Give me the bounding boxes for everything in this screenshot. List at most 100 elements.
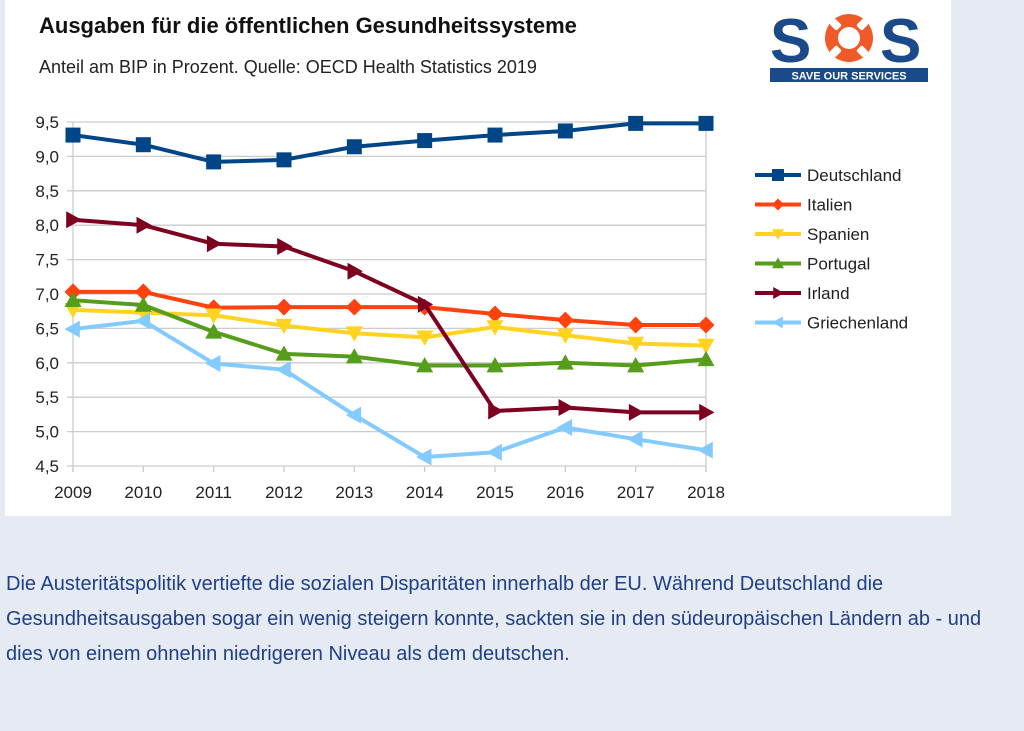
series-portugal	[64, 291, 715, 373]
data-point	[275, 318, 293, 335]
data-point	[345, 298, 363, 316]
legend-item-irland[interactable]: Irland	[755, 284, 850, 303]
data-point	[699, 403, 715, 421]
data-point	[416, 330, 434, 346]
series-deutschland	[65, 115, 714, 170]
y-tick-label: 5,0	[35, 423, 59, 442]
data-point	[627, 357, 645, 373]
series-line	[72, 318, 707, 460]
line-chart: 9,59,08,58,07,57,06,56,05,55,04,5 2009 20…	[35, 113, 908, 502]
legend-label: Portugal	[807, 255, 870, 274]
data-point	[275, 361, 291, 379]
y-tick-label: 9,5	[35, 113, 59, 132]
y-tick-label: 8,0	[35, 216, 59, 235]
data-point	[64, 320, 80, 338]
data-point	[276, 152, 292, 168]
data-point	[206, 235, 223, 253]
data-point	[347, 262, 363, 280]
data-point	[772, 257, 784, 269]
x-tick-label: 2017	[617, 483, 655, 502]
y-tick-label: 7,0	[35, 285, 59, 304]
data-point	[556, 354, 574, 370]
data-point	[134, 283, 152, 301]
legend-item-portugal[interactable]: Portugal	[755, 255, 870, 274]
data-point	[488, 402, 504, 420]
data-point	[697, 316, 715, 334]
y-tick-label: 6,0	[35, 354, 59, 373]
data-point	[205, 308, 223, 324]
series-irland	[66, 211, 715, 421]
series-italien	[64, 283, 715, 334]
sos-logo[interactable]: S S SAVE OUR SERVICES	[770, 8, 928, 84]
data-point	[628, 115, 644, 131]
chart-card	[5, 0, 951, 516]
legend-label: Griechenland	[807, 314, 908, 333]
data-point	[65, 127, 81, 143]
data-point	[134, 312, 151, 330]
data-point	[346, 139, 362, 155]
data-point	[627, 316, 645, 334]
data-point	[773, 287, 784, 299]
y-tick-label: 7,5	[35, 251, 59, 270]
data-point	[345, 326, 363, 342]
x-axis-ticks: 2009 2010 2011 2012 2013 2014 2015 2016 2017 2018	[54, 483, 725, 502]
data-point	[486, 320, 504, 336]
data-point	[697, 441, 713, 459]
data-point	[628, 403, 645, 421]
x-tick-label: 2011	[195, 483, 232, 502]
x-tick-label: 2009	[54, 483, 92, 502]
legend-item-italien[interactable]: Italien	[755, 196, 852, 215]
data-point	[486, 357, 504, 373]
series-group	[64, 115, 715, 466]
y-tick-label: 6,5	[35, 319, 59, 338]
data-point	[134, 296, 152, 312]
x-tick-label: 2014	[406, 483, 444, 502]
data-point	[417, 295, 434, 313]
data-point	[64, 291, 82, 307]
data-point	[698, 115, 714, 131]
legend-item-griechenland[interactable]: Griechenland	[755, 314, 908, 333]
data-point	[772, 169, 784, 181]
x-tick-label: 2010	[124, 483, 162, 502]
x-tick-label: 2018	[687, 483, 725, 502]
series-line	[72, 307, 707, 348]
chart-subtitle: Anteil am BIP in Prozent. Quelle: OECD H…	[39, 57, 537, 77]
data-point	[486, 305, 504, 323]
x-tick-label: 2016	[546, 483, 584, 502]
data-point	[627, 336, 645, 353]
caption-text: Die Austeritätspolitik vertiefte die soz…	[6, 573, 982, 665]
data-point	[556, 311, 574, 329]
data-point	[275, 345, 293, 361]
data-point	[487, 127, 503, 143]
data-point	[557, 123, 573, 139]
data-point	[416, 357, 434, 373]
y-tick-label: 4,5	[35, 457, 59, 476]
data-point	[277, 238, 293, 256]
legend-item-deutschland[interactable]: Deutschland	[755, 166, 902, 185]
data-point	[345, 348, 363, 364]
data-point	[697, 338, 715, 355]
data-point	[772, 198, 784, 211]
x-tick-label: 2015	[476, 483, 514, 502]
legend: Deutschland Italien Spanien Portugal Irland G…	[755, 166, 908, 333]
data-point	[205, 354, 221, 372]
data-point	[135, 137, 151, 153]
data-point	[206, 154, 222, 170]
data-point	[556, 418, 573, 436]
data-point	[556, 328, 574, 344]
logo-tagline: SAVE OUR SERVICES	[791, 71, 906, 83]
legend-item-spanien[interactable]: Spanien	[755, 225, 869, 244]
data-point	[136, 216, 152, 234]
y-tick-label: 8,5	[35, 182, 59, 201]
y-tick-label: 9,0	[35, 147, 59, 166]
data-point	[416, 448, 432, 466]
data-point	[772, 229, 784, 240]
series-line	[72, 298, 707, 368]
legend-label: Irland	[807, 284, 850, 303]
data-point	[66, 211, 82, 229]
data-point	[417, 133, 433, 149]
lifebuoy-icon	[825, 14, 873, 62]
legend-label: Spanien	[807, 225, 869, 244]
y-axis-ticks: 9,5 9,0 8,5 8,0 7,5 7,0 6,5 6,0 5,5 5,0 4,5	[35, 113, 59, 476]
logo-s-left: S	[770, 8, 811, 76]
